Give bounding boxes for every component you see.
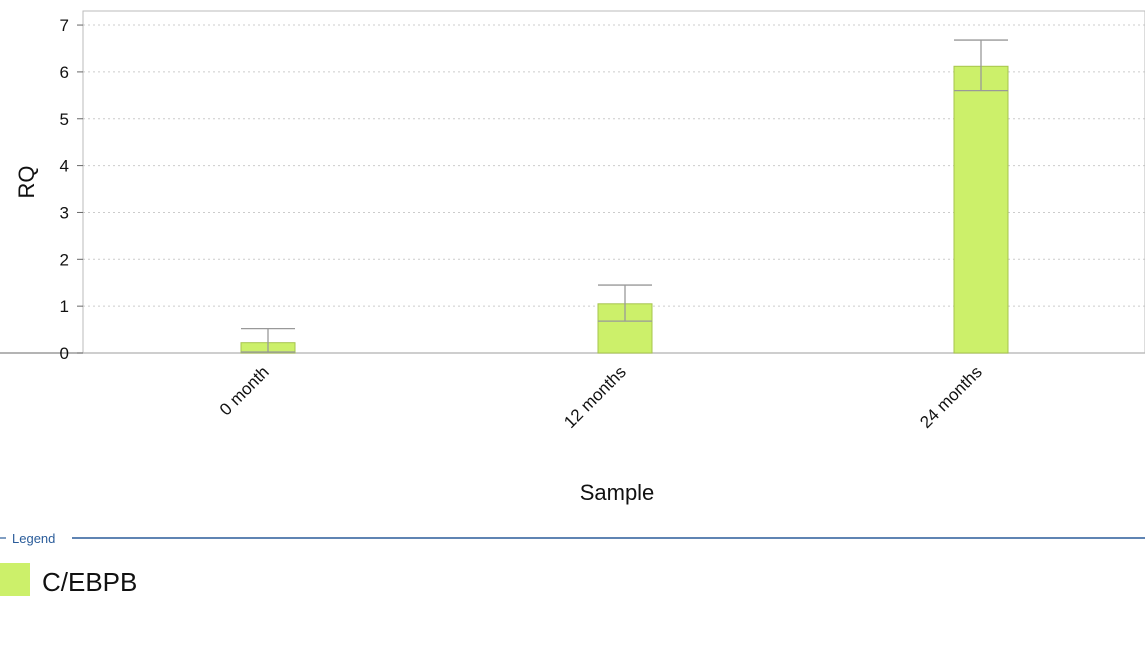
legend-swatch [0,563,30,596]
y-tick-label: 2 [60,250,69,269]
legend-title: Legend [12,531,55,546]
y-tick-label: 3 [60,203,69,222]
x-axis-title: Sample [580,480,655,505]
x-category-label: 0 month [216,362,273,419]
y-tick-label: 7 [60,16,69,35]
y-tick-label: 1 [60,297,69,316]
x-axis-category-labels: 0 month 12 months 24 months [216,362,986,432]
y-axis-title: RQ [14,166,39,199]
legend-entry-label: C/EBPB [42,567,137,597]
y-tick-label: 5 [60,110,69,129]
gridlines [0,24,1145,354]
y-axis-ticks: 0 1 2 3 4 5 6 7 [60,16,83,363]
x-category-label: 12 months [560,362,630,432]
bars [240,39,1009,354]
x-category-label: 24 months [916,362,986,432]
bar [953,65,1009,354]
y-tick-label: 4 [60,157,69,176]
legend: Legend C/EBPB [0,531,1145,597]
y-tick-label: 0 [60,344,69,363]
y-tick-label: 6 [60,63,69,82]
